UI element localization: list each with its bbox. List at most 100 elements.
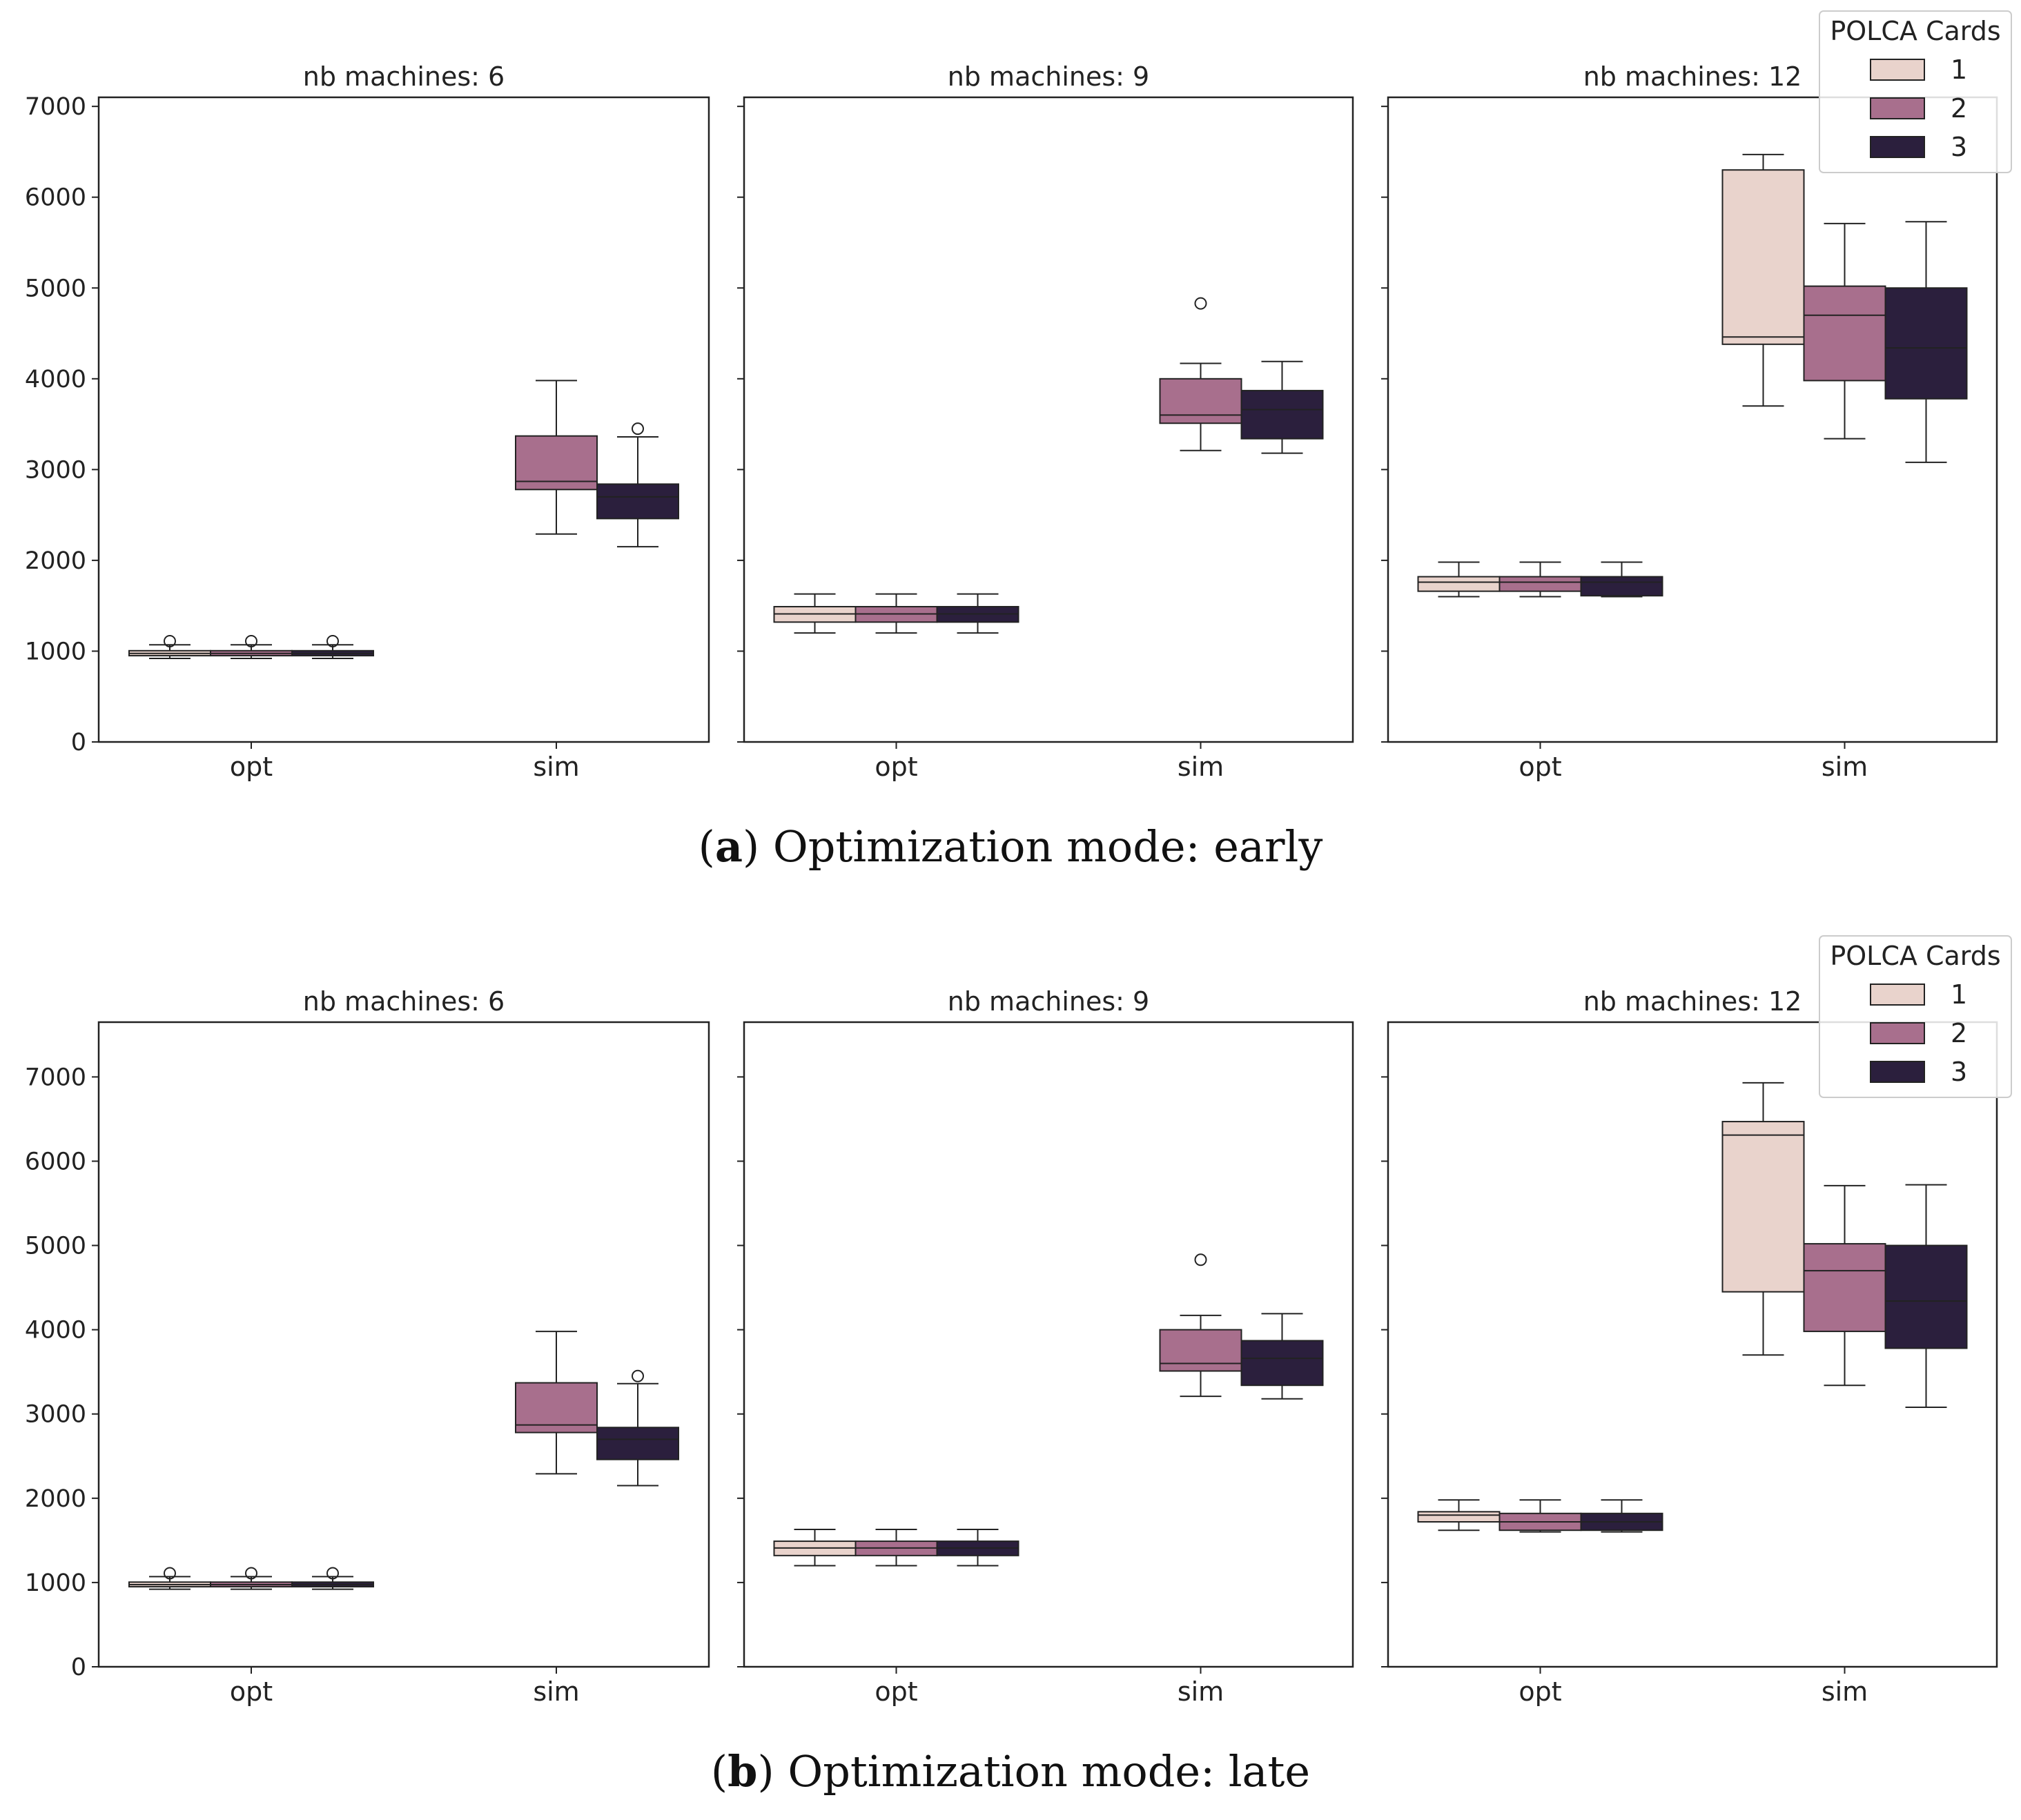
outlier-point bbox=[326, 634, 339, 647]
y-tick-label: 0 bbox=[71, 1654, 86, 1681]
box-sim-3 bbox=[1240, 1313, 1324, 1400]
box-iqr bbox=[1884, 1244, 1968, 1349]
outlier-point bbox=[1194, 297, 1207, 310]
caption-a-text: Optimization mode: early bbox=[772, 821, 1323, 872]
legend-swatch-2 bbox=[1870, 97, 1925, 119]
legend-swatch-2 bbox=[1870, 1022, 1925, 1044]
box-iqr bbox=[515, 1382, 598, 1434]
box-opt-2 bbox=[210, 634, 293, 659]
legend-box bbox=[1819, 935, 2012, 1098]
y-tick-label: 4000 bbox=[25, 1317, 86, 1344]
outlier-point bbox=[1194, 1253, 1207, 1266]
box-sim-3 bbox=[1884, 1184, 1968, 1408]
box-sim-2 bbox=[1803, 1184, 1886, 1387]
box-opt-1 bbox=[773, 1528, 857, 1567]
outlier-point bbox=[632, 422, 644, 436]
box-opt-2 bbox=[1498, 1499, 1582, 1533]
panel-b-1: 0 1000 2000 3000 4000 5000 6000 7000 opt sim nb ma… bbox=[25, 986, 710, 1707]
y-tick-label: 6000 bbox=[25, 184, 86, 212]
caption-b-label: b bbox=[728, 1746, 758, 1797]
box-opt-1 bbox=[773, 593, 857, 634]
box-iqr bbox=[1803, 285, 1886, 382]
box-iqr bbox=[1721, 169, 1805, 345]
panel-title: nb machines: 9 bbox=[948, 61, 1149, 92]
caption-b-text: Optimization mode: late bbox=[788, 1746, 1311, 1797]
legend-label-3: 3 bbox=[1951, 132, 1967, 162]
box-opt-2 bbox=[1498, 561, 1582, 598]
box-opt-3 bbox=[936, 1528, 1019, 1567]
box-sim-3 bbox=[596, 1369, 679, 1487]
figure-a: 0 1000 2000 3000 4000 5000 6000 7000 opt sim nb ma… bbox=[25, 10, 2012, 782]
caption-a-label: a bbox=[714, 821, 743, 872]
panel-b-3: opt sim nb machines: 12 bbox=[1381, 986, 1998, 1707]
outlier-point bbox=[164, 634, 176, 647]
outlier-point bbox=[326, 1567, 339, 1580]
panel-title: nb machines: 6 bbox=[303, 986, 505, 1017]
box-iqr bbox=[1884, 287, 1968, 400]
x-tick-label: sim bbox=[1178, 1676, 1224, 1707]
y-tick-label: 5000 bbox=[25, 1233, 86, 1260]
panel-b-2: opt sim nb machines: 9 bbox=[737, 986, 1354, 1707]
x-tick-label: opt bbox=[875, 752, 917, 782]
box-opt-3 bbox=[291, 1567, 374, 1590]
legend-swatch-1 bbox=[1870, 59, 1925, 81]
legend-swatch-1 bbox=[1870, 984, 1925, 1006]
box-opt-3 bbox=[291, 634, 374, 659]
box-opt-1 bbox=[1417, 561, 1501, 598]
x-tick-label: opt bbox=[230, 1676, 273, 1707]
box-iqr bbox=[515, 435, 598, 491]
plot-frame bbox=[1387, 1021, 1998, 1668]
y-tick-label: 0 bbox=[71, 729, 86, 756]
legend-label-1: 1 bbox=[1951, 55, 1967, 85]
box-opt-2 bbox=[210, 1567, 293, 1590]
x-tick-label: opt bbox=[875, 1676, 917, 1707]
plot-frame bbox=[97, 96, 710, 743]
box-iqr bbox=[1803, 1243, 1886, 1333]
plot-frame bbox=[1387, 96, 1998, 743]
caption-b: (b) Optimization mode: late bbox=[710, 1746, 1311, 1797]
box-iqr bbox=[1417, 1511, 1501, 1523]
box-iqr bbox=[596, 483, 679, 520]
box-opt-2 bbox=[855, 1528, 938, 1567]
box-opt-3 bbox=[1580, 561, 1663, 598]
box-sim-2 bbox=[515, 380, 598, 535]
outlier-point bbox=[245, 1567, 257, 1580]
y-tick-label: 1000 bbox=[25, 638, 86, 665]
box-sim-2 bbox=[1803, 222, 1886, 440]
box-iqr bbox=[1240, 389, 1324, 440]
box-iqr bbox=[1580, 576, 1663, 597]
x-tick-label: sim bbox=[533, 752, 579, 782]
panel-a-3: opt sim nb machines: 12 bbox=[1381, 61, 1998, 782]
panel-title: nb machines: 6 bbox=[303, 61, 505, 92]
outlier-point bbox=[632, 1369, 644, 1382]
box-iqr bbox=[1498, 576, 1582, 592]
legend-label-2: 2 bbox=[1951, 93, 1967, 124]
box-opt-1 bbox=[128, 1567, 211, 1590]
legend-a: POLCA Cards 1 2 3 bbox=[1819, 10, 2012, 173]
x-tick-label: sim bbox=[1822, 752, 1868, 782]
legend-box bbox=[1819, 10, 2012, 173]
panel-a-1: 0 1000 2000 3000 4000 5000 6000 7000 opt sim nb ma… bbox=[25, 61, 710, 782]
panel-title: nb machines: 12 bbox=[1583, 61, 1802, 92]
legend-label-2: 2 bbox=[1951, 1018, 1967, 1048]
box-iqr bbox=[1240, 1340, 1324, 1387]
legend-label-3: 3 bbox=[1951, 1057, 1967, 1087]
y-tick-label: 7000 bbox=[25, 1064, 86, 1091]
box-sim-2 bbox=[1159, 297, 1242, 451]
box-sim-3 bbox=[596, 422, 679, 548]
y-tick-label: 3000 bbox=[25, 456, 86, 484]
x-tick-label: sim bbox=[1178, 752, 1224, 782]
panel-title: nb machines: 12 bbox=[1583, 986, 1802, 1017]
y-tick-label: 2000 bbox=[25, 547, 86, 575]
box-iqr bbox=[1159, 1329, 1242, 1372]
x-tick-label: sim bbox=[533, 1676, 579, 1707]
box-iqr bbox=[1721, 1121, 1805, 1293]
x-tick-label: opt bbox=[1519, 1676, 1561, 1707]
box-opt-1 bbox=[1417, 1499, 1501, 1532]
box-sim-2 bbox=[515, 1331, 598, 1475]
panel-a-2: opt sim nb machines: 9 bbox=[737, 61, 1354, 782]
y-tick-label: 5000 bbox=[25, 275, 86, 302]
outlier-point bbox=[245, 634, 257, 647]
plot-frame bbox=[743, 1021, 1354, 1668]
